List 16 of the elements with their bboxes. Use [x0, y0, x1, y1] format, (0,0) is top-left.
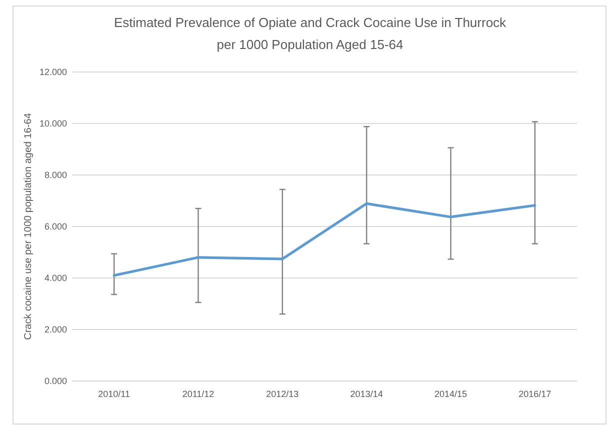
y-tick-label: 0.000 — [44, 376, 67, 386]
y-axis-title: Crack cocaine use per 1000 population aged 16-64 — [23, 112, 34, 340]
line-series — [112, 202, 536, 277]
y-tick-label: 2.000 — [44, 324, 67, 335]
x-tick-label: 2010/11 — [98, 389, 130, 399]
x-tick-label: 2011/12 — [182, 389, 214, 399]
y-tick-label: 8.000 — [44, 170, 67, 180]
y-tick-label: 12.000 — [39, 67, 67, 78]
y-tick-label: 4.000 — [44, 273, 67, 284]
y-tick-label: 10.000 — [39, 118, 67, 129]
x-tick-label: 2016/17 — [518, 389, 552, 399]
y-tick-label: 6.000 — [44, 222, 67, 232]
x-tick-label: 2012/13 — [266, 389, 299, 399]
x-tick-label: 2014/15 — [434, 389, 468, 399]
chart-title: Estimated Prevalence of Opiate and Crack Cocaine Use in Thurrock per 1000 Population Aged 15-64 — [114, 15, 507, 52]
x-tick-label: 2013/14 — [350, 389, 383, 399]
